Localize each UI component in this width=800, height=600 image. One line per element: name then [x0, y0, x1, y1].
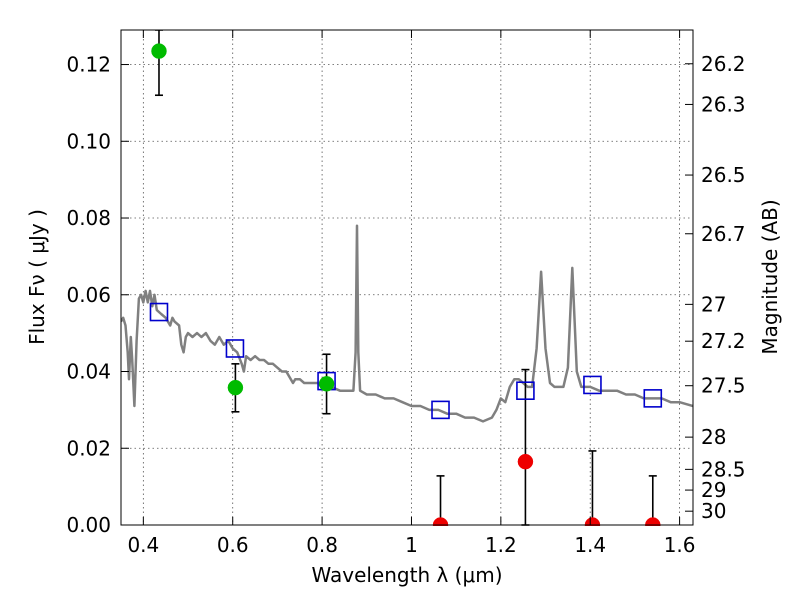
y-tick-label: 0.00 — [66, 513, 111, 537]
y-tick-label: 0.12 — [66, 53, 111, 77]
model-band-square — [516, 381, 535, 400]
y-tick-label: 0.02 — [66, 436, 111, 460]
y-tick-label: 0.04 — [66, 360, 111, 384]
plot-area — [121, 30, 693, 526]
y2-tick-label: 29 — [701, 478, 726, 502]
spectrum-line — [121, 224, 693, 423]
model-band-square — [431, 400, 450, 420]
x-tick-label: 0.6 — [217, 533, 249, 557]
y2-tick-label: 27.2 — [701, 329, 746, 353]
detection-point — [227, 379, 244, 396]
y2-tick-label: 28.5 — [701, 457, 746, 481]
model-band-square — [225, 339, 245, 358]
x-tick-label: 1 — [405, 533, 418, 557]
detection-point — [318, 376, 335, 392]
axis-ticks: 0.4 0.6 0.8 1 1.2 1.4 1.6 0.00 0.02 0.04 0.06 0.08 0… — [66, 30, 746, 557]
y-tick-label: 0.10 — [66, 129, 111, 153]
y2-tick-label: 27 — [701, 292, 726, 316]
model-band-square — [643, 389, 663, 408]
y-tick-label: 0.06 — [66, 283, 111, 307]
y2-axis-label: Magnitude (AB) — [758, 199, 782, 354]
x-tick-label: 1.6 — [664, 533, 696, 557]
x-tick-label: 1.4 — [574, 533, 606, 557]
non-detection-point — [517, 453, 534, 470]
y-tick-label: 0.08 — [66, 206, 111, 230]
model-band-square — [149, 302, 169, 322]
x-axis-label: Wavelength λ (μm) — [311, 563, 502, 587]
model-band-fluxes — [149, 302, 663, 420]
y2-tick-label: 28 — [701, 425, 726, 449]
y2-tick-label: 30 — [701, 499, 726, 523]
y-axis-label: Flux Fν ( μJy ) — [25, 209, 49, 345]
model-band-square — [583, 375, 602, 395]
observed-points — [151, 43, 661, 526]
y2-tick-label: 26.3 — [701, 92, 746, 116]
model-spectrum — [121, 224, 693, 423]
x-tick-label: 0.4 — [127, 533, 159, 557]
detection-point — [151, 43, 167, 59]
x-tick-label: 1.2 — [485, 533, 517, 557]
plot-frame — [120, 29, 694, 526]
y2-tick-label: 26.5 — [701, 163, 746, 187]
y2-tick-label: 26.2 — [701, 52, 746, 76]
y2-tick-label: 26.7 — [701, 222, 746, 246]
x-tick-label: 0.8 — [306, 533, 338, 557]
grid — [121, 30, 693, 526]
y2-tick-label: 27.5 — [701, 374, 746, 398]
